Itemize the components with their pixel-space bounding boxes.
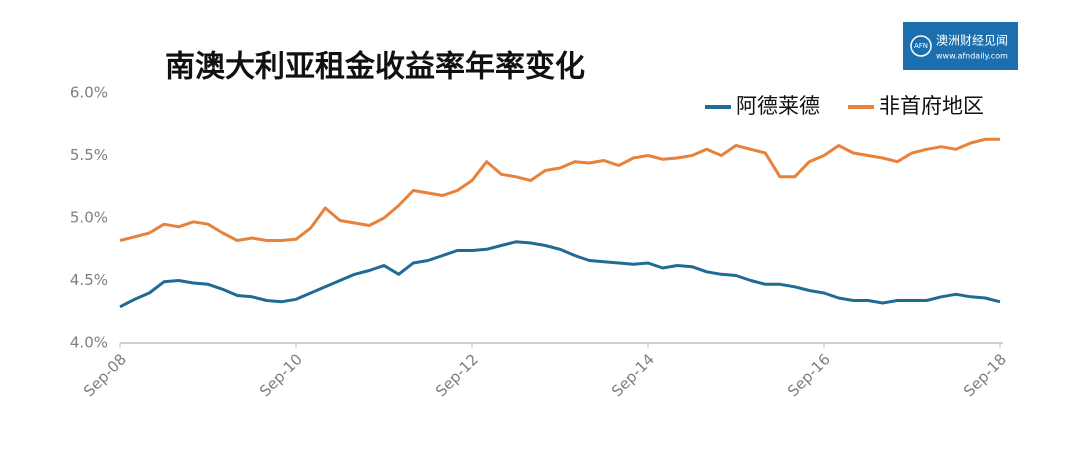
legend-label: 阿德莱德 [736,94,820,118]
line [119,137,1000,242]
y-tick-label: 4.0% [70,334,108,352]
y-tick-label: 5.0% [70,209,108,227]
x-tick-label: Sep-16 [784,350,834,400]
logo-box [903,22,1018,70]
line [119,240,1001,309]
logo-name: 澳洲财经见闻 [936,34,1008,48]
x-tick-label: Sep-10 [256,350,306,400]
x-tick-label: Sep-14 [608,350,658,400]
logo-mark: AFN [914,42,928,50]
logo-circle [910,35,932,57]
y-tick-label: 6.0% [70,84,108,102]
chart-title: 南澳大利亚租金收益率年率变化 [165,50,585,85]
logo-url: www.afndaily.com [936,52,1008,61]
y-tick-label: 5.5% [70,146,108,164]
y-tick-label: 4.5% [70,271,108,289]
logo: AFN 澳洲财经见闻 www.afndaily.com [903,22,1018,70]
x-tick-label: Sep-18 [960,350,1010,400]
x-tick-label: Sep-12 [432,350,482,400]
legend-label: 非首府地区 [879,94,984,118]
x-tick-label: Sep-08 [80,350,130,400]
